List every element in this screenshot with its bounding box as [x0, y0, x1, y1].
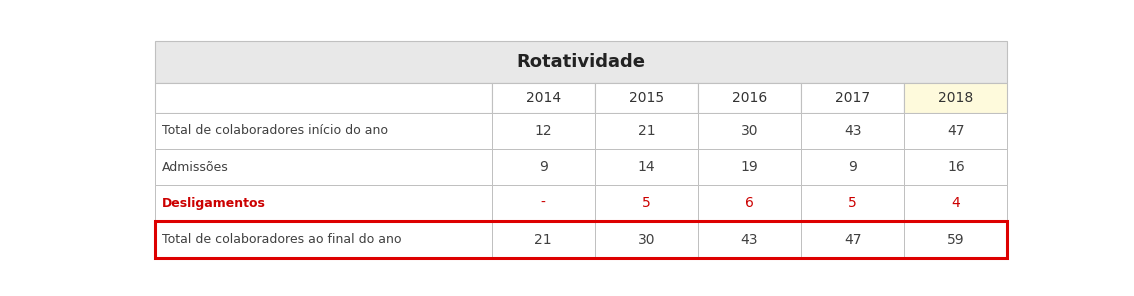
Bar — [697, 83, 801, 113]
Bar — [492, 113, 595, 149]
Bar — [155, 149, 492, 185]
Bar — [155, 185, 492, 221]
Bar — [904, 221, 1007, 258]
Bar — [801, 83, 904, 113]
Text: 16: 16 — [947, 160, 965, 174]
Bar — [801, 113, 904, 149]
Text: 4: 4 — [951, 196, 960, 210]
Bar — [492, 149, 595, 185]
Bar — [904, 149, 1007, 185]
Text: 30: 30 — [741, 124, 759, 138]
Text: 2015: 2015 — [629, 91, 663, 105]
Text: 43: 43 — [844, 124, 862, 138]
Bar — [595, 149, 697, 185]
Bar — [697, 113, 801, 149]
Bar — [595, 83, 697, 113]
Bar — [492, 185, 595, 221]
Text: Total de colaboradores início do ano: Total de colaboradores início do ano — [162, 124, 388, 137]
Bar — [697, 149, 801, 185]
Bar — [904, 83, 1007, 113]
Bar — [801, 221, 904, 258]
Text: 47: 47 — [947, 124, 965, 138]
Text: 2014: 2014 — [526, 91, 561, 105]
Bar — [904, 185, 1007, 221]
Bar — [801, 149, 904, 185]
Bar — [155, 83, 492, 113]
Text: Admissões: Admissões — [162, 160, 229, 173]
Text: Rotatividade: Rotatividade — [517, 53, 645, 71]
Text: 5: 5 — [642, 196, 651, 210]
Bar — [492, 221, 595, 258]
Text: Desligamentos: Desligamentos — [162, 197, 265, 210]
Bar — [697, 185, 801, 221]
Text: 19: 19 — [741, 160, 759, 174]
Bar — [801, 185, 904, 221]
Text: 12: 12 — [534, 124, 552, 138]
Text: 2017: 2017 — [835, 91, 870, 105]
Bar — [155, 221, 1007, 258]
Bar — [155, 113, 492, 149]
Text: 9: 9 — [848, 160, 857, 174]
Text: 14: 14 — [637, 160, 655, 174]
Bar — [697, 221, 801, 258]
Text: 59: 59 — [947, 233, 965, 247]
Text: 9: 9 — [539, 160, 548, 174]
Text: 21: 21 — [534, 233, 552, 247]
Text: 5: 5 — [848, 196, 857, 210]
Bar — [155, 41, 1007, 83]
Bar — [595, 113, 697, 149]
Text: 30: 30 — [637, 233, 655, 247]
Text: 47: 47 — [844, 233, 862, 247]
Bar — [595, 185, 697, 221]
Bar — [155, 221, 492, 258]
Text: 2016: 2016 — [731, 91, 768, 105]
Text: Total de colaboradores ao final do ano: Total de colaboradores ao final do ano — [162, 233, 401, 246]
Bar — [492, 83, 595, 113]
Bar — [904, 113, 1007, 149]
Text: 6: 6 — [745, 196, 754, 210]
Text: 2018: 2018 — [938, 91, 973, 105]
Text: -: - — [541, 196, 545, 210]
Text: 21: 21 — [637, 124, 655, 138]
Text: 43: 43 — [741, 233, 759, 247]
Bar — [595, 221, 697, 258]
